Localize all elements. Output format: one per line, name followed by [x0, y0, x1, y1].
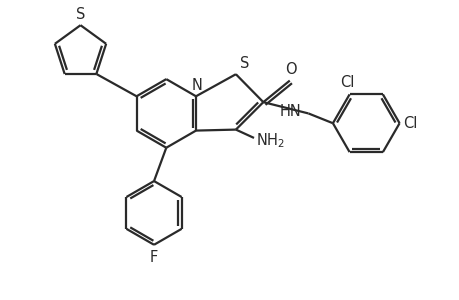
Text: Cl: Cl: [403, 116, 417, 131]
Text: O: O: [284, 62, 296, 77]
Text: HN: HN: [279, 104, 300, 119]
Text: NH$_2$: NH$_2$: [256, 131, 285, 150]
Text: S: S: [239, 56, 249, 71]
Text: Cl: Cl: [339, 75, 353, 90]
Text: S: S: [76, 7, 85, 22]
Text: F: F: [150, 250, 158, 265]
Text: N: N: [191, 78, 202, 93]
